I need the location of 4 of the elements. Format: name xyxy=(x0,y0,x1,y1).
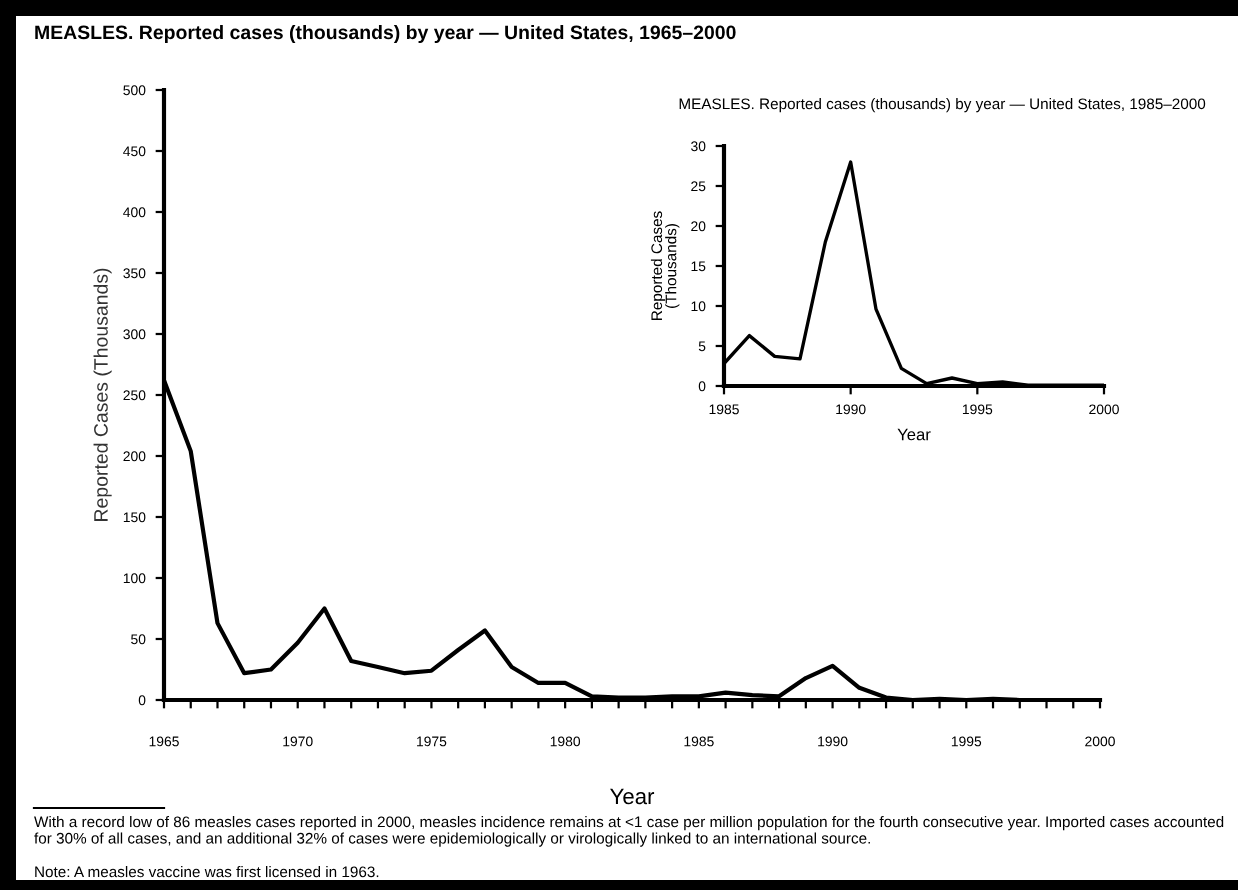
chart-title: MEASLES. Reported cases (thousands) by year — United States, 1965–2000 xyxy=(35,24,736,44)
x-axis-title: Year xyxy=(897,428,931,441)
y-axis-title: Reported Cases (Thousands) xyxy=(93,268,112,521)
x-axis-title: Year xyxy=(610,788,655,805)
